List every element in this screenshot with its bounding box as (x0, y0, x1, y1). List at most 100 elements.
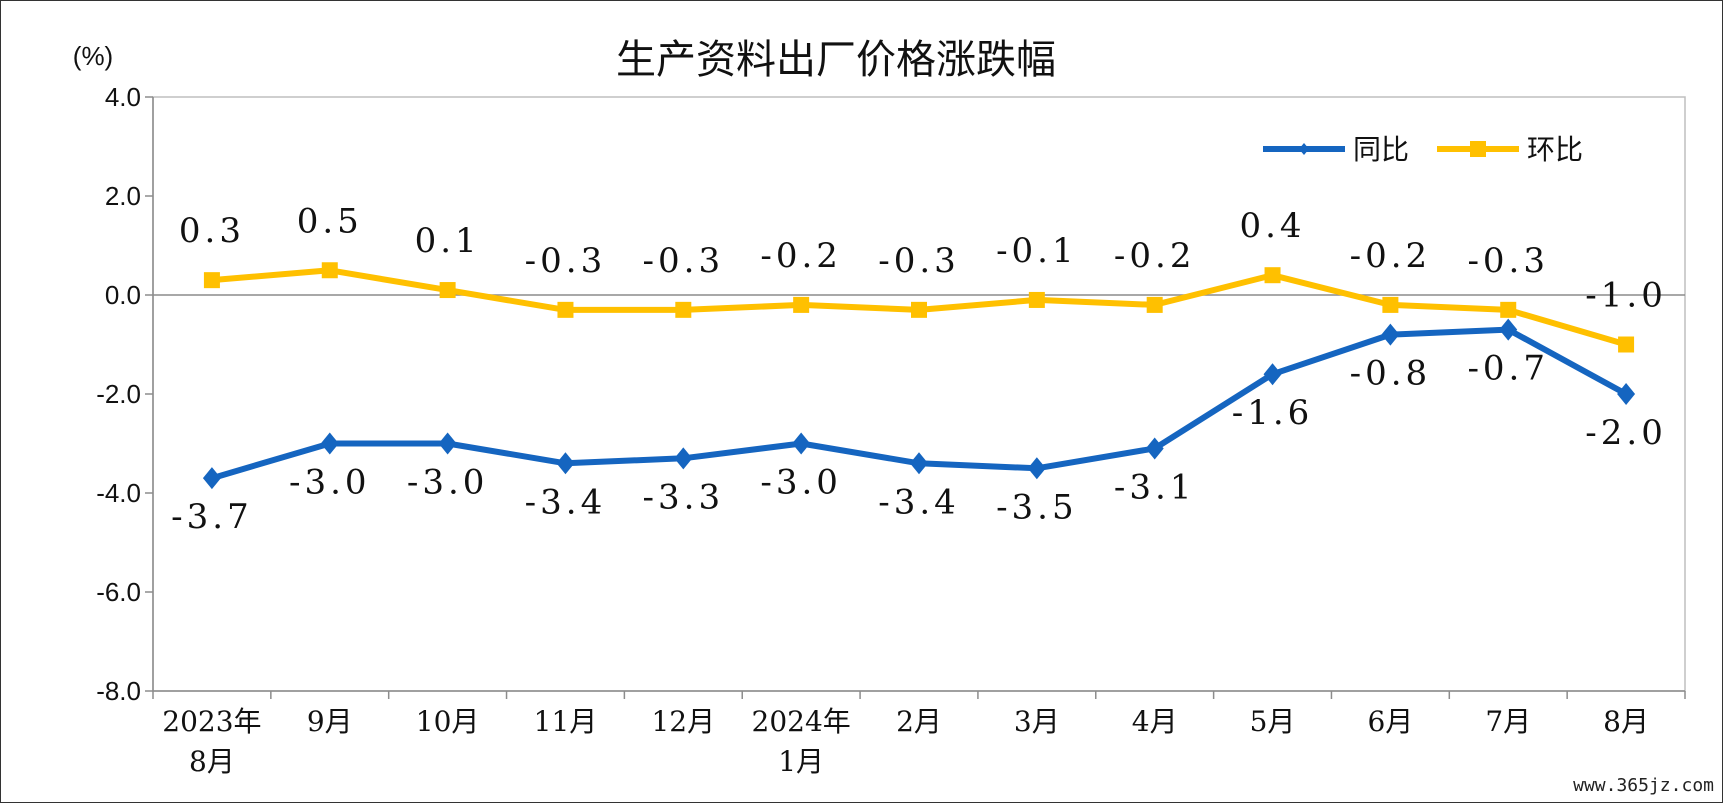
x-tick-label: 2月 (896, 705, 942, 738)
data-point-diamond (1263, 363, 1282, 386)
data-point-diamond (1027, 457, 1046, 480)
data-point-diamond (1381, 323, 1400, 346)
watermark: www.365jz.com (1573, 775, 1714, 796)
plot-area (152, 96, 1686, 692)
data-label: -0.3 (878, 241, 960, 281)
y-axis-unit-label: (%) (73, 41, 113, 71)
data-label: 0.1 (415, 221, 481, 261)
data-label: -3.4 (878, 482, 960, 522)
data-point-diamond (674, 447, 693, 470)
x-tick-label: 9月 (307, 705, 353, 738)
x-tick-label-line: 2月 (896, 705, 942, 738)
data-point-diamond (556, 452, 575, 475)
x-tick-label: 7月 (1485, 705, 1531, 738)
legend-label: 同比 (1353, 133, 1409, 166)
x-tick-label-line: 8月 (1603, 705, 1649, 738)
y-tick-label: 0.0 (105, 280, 141, 310)
data-point-square (1500, 301, 1517, 318)
data-label: 0.5 (297, 201, 363, 241)
data-point-diamond (1617, 383, 1636, 405)
data-point-square (557, 301, 574, 318)
data-point-diamond (1145, 437, 1164, 460)
data-label: -3.7 (171, 497, 253, 537)
y-tick-label: 4.0 (105, 82, 141, 112)
x-tick-label: 6月 (1367, 705, 1413, 738)
y-tick-label: 2.0 (105, 181, 141, 211)
data-label: -0.2 (1350, 236, 1432, 276)
x-tick-label-line: 6月 (1367, 705, 1413, 738)
data-point-square (439, 282, 456, 299)
data-point-square (793, 296, 810, 313)
x-tick-label: 12月 (651, 705, 715, 738)
data-point-diamond (320, 432, 339, 455)
data-label: -1.6 (1232, 393, 1314, 433)
data-point-square (203, 272, 220, 289)
y-tick-label: -4.0 (96, 478, 141, 508)
data-point-square (1264, 267, 1281, 284)
x-tick-label: 3月 (1014, 705, 1060, 738)
x-tick-label-line: 11月 (534, 705, 598, 738)
data-point-square (1028, 291, 1045, 308)
data-label: -0.2 (1114, 236, 1196, 276)
y-tick-label: -2.0 (96, 379, 141, 409)
data-label: -0.1 (996, 231, 1078, 271)
legend-marker-square (1470, 141, 1486, 157)
data-point-diamond (792, 432, 811, 455)
series-yoy (202, 318, 1636, 490)
data-label: -3.1 (1114, 467, 1196, 507)
x-tick-label-line: 12月 (651, 705, 715, 738)
data-label: -3.5 (996, 487, 1078, 527)
y-tick-label: -8.0 (96, 676, 141, 706)
data-point-diamond (910, 452, 928, 475)
data-label: -0.8 (1350, 354, 1432, 394)
x-tick-label: 11月 (534, 705, 598, 738)
y-axis: 4.0 2.0 0.0 -2.0 -4.0 -6.0 -8.0 (96, 82, 154, 706)
legend-item: 环比 (1437, 133, 1583, 166)
data-label: -1.0 (1585, 276, 1667, 316)
data-point-square (675, 301, 692, 318)
legend: 同比 环比 (1263, 133, 1583, 166)
x-tick-label-line: 9月 (307, 705, 353, 738)
x-tick-label-line: 3月 (1014, 705, 1060, 738)
data-labels-layer: -3.7 -3.0 -3.0 -3.4 -3.3 -3.0 -3.4 -3.5 -3.1 -1.6… (171, 201, 1667, 537)
data-label: -3.4 (525, 482, 607, 522)
x-tick-label: 5月 (1250, 705, 1296, 738)
data-label: -0.3 (525, 241, 607, 281)
legend-label: 环比 (1527, 133, 1583, 166)
series-mom (203, 262, 1635, 353)
data-label: 0.3 (179, 211, 245, 251)
data-point-square (911, 301, 927, 318)
data-label: -0.7 (1467, 349, 1549, 389)
x-tick-label-line: 5月 (1250, 705, 1296, 738)
legend-item: 同比 (1263, 133, 1409, 166)
data-point-square (1618, 336, 1635, 353)
series-layer (202, 262, 1636, 490)
x-tick-label-line: 1月 (778, 745, 824, 778)
y-tick-label: -6.0 (96, 577, 141, 607)
x-tick-label: 8月 (1603, 705, 1649, 738)
data-label: -3.3 (643, 477, 725, 517)
data-label: -3.0 (407, 463, 489, 503)
x-tick-label: 10月 (416, 705, 480, 738)
x-tick-label: 2024年 1月 (752, 705, 851, 778)
data-label: -0.2 (760, 236, 842, 276)
data-point-diamond (438, 432, 457, 455)
data-point-diamond (202, 467, 221, 490)
data-label: -3.0 (289, 463, 371, 503)
x-tick-label: 4月 (1132, 705, 1178, 738)
x-tick-label-line: 8月 (189, 745, 235, 778)
x-tick-label-line: 2024年 (752, 705, 851, 738)
data-label: -2.0 (1585, 413, 1667, 453)
data-label: -0.3 (643, 241, 725, 281)
chart-title: 生产资料出厂价格涨跌幅 (616, 37, 1056, 83)
x-axis: 2023年 8月 9月 10月 11月 12月 2024年 1月 2月 3月 4月 5月 6月 7月 8月 (152, 294, 1686, 778)
legend-marker-diamond (1299, 143, 1309, 155)
data-label: -3.0 (760, 463, 842, 503)
data-point-square (1146, 296, 1163, 313)
data-point-square (321, 262, 338, 279)
data-point-diamond (1499, 318, 1518, 341)
x-tick-label-line: 7月 (1485, 705, 1531, 738)
x-tick-label-line: 4月 (1132, 705, 1178, 738)
